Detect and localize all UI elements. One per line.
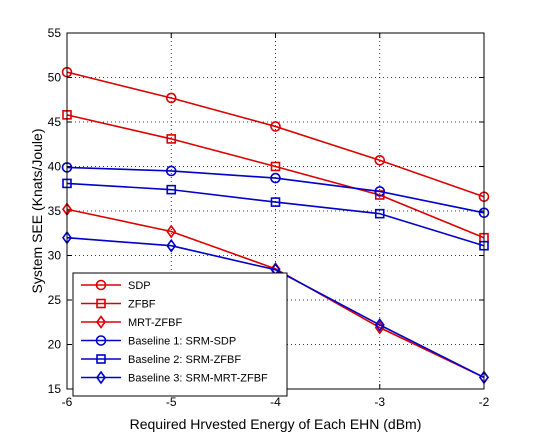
legend-marker (95, 335, 107, 346)
y-tick-label: 40 (48, 160, 62, 174)
series-layer (61, 66, 490, 385)
y-tick-label: 15 (48, 382, 62, 396)
data-point (166, 238, 177, 253)
y-tick-label: 45 (48, 115, 62, 129)
data-point (374, 208, 385, 219)
data-point (270, 197, 281, 207)
data-point (165, 92, 177, 104)
x-tick-label: -6 (62, 395, 73, 409)
data-point (165, 165, 177, 177)
legend-item: SDP (81, 279, 151, 292)
y-tick-label: 35 (48, 204, 62, 218)
legend-marker (96, 315, 106, 329)
legend-label: Baseline 3: SRM-MRT-ZFBF (128, 373, 268, 385)
legend-label: SDP (128, 280, 151, 292)
legend-label: MRT-ZFBF (128, 317, 182, 329)
series-line (66, 182, 485, 247)
legend-item: Baseline 3: SRM-MRT-ZFBF (81, 370, 268, 385)
x-axis-label: Required Hrvested Energy of Each EHN (dB… (130, 416, 422, 432)
y-tick-label: 20 (48, 338, 62, 352)
data-point (270, 161, 281, 172)
legend-marker (96, 354, 106, 364)
data-point (374, 186, 386, 197)
data-point (270, 172, 281, 184)
y-tick-label: 25 (48, 293, 62, 307)
data-point (166, 184, 177, 195)
data-point (270, 121, 281, 132)
legend-item: MRT-ZFBF (81, 315, 182, 329)
legend-item: Baseline 1: SRM-SDP (81, 335, 236, 348)
data-point (374, 154, 386, 166)
legend-box (72, 272, 288, 397)
legend-marker (96, 370, 106, 385)
legend-marker (96, 298, 106, 309)
legend-label: ZFBF (128, 299, 156, 311)
legend-label: Baseline 1: SRM-SDP (128, 336, 236, 348)
legend-label: Baseline 2: SRM-ZFBF (128, 354, 241, 366)
series-line (66, 236, 485, 379)
data-point (166, 224, 177, 239)
series-line (66, 166, 485, 214)
legend-item: ZFBF (81, 299, 156, 311)
legend-marker (95, 279, 107, 291)
y-tick-label: 50 (48, 71, 62, 85)
data-point (374, 318, 385, 332)
series-line (66, 114, 485, 239)
series-line (66, 208, 485, 379)
x-tick-label: -3 (374, 395, 385, 409)
legend-item: Baseline 2: SRM-ZFBF (81, 354, 241, 366)
data-point (166, 134, 177, 144)
x-tick-label: -2 (479, 395, 490, 409)
x-tick-label: -4 (270, 395, 281, 409)
y-axis-label: System SEE (Knats/Joule) (29, 129, 45, 294)
x-tick-label: -5 (166, 395, 177, 409)
series-line (66, 71, 485, 198)
legend: SDP ZFBF MRT-ZFBF Baseline 1: SRM-SDP Baseli… (72, 272, 288, 397)
y-tick-label: 55 (48, 26, 62, 40)
y-tick-label: 30 (48, 249, 62, 263)
